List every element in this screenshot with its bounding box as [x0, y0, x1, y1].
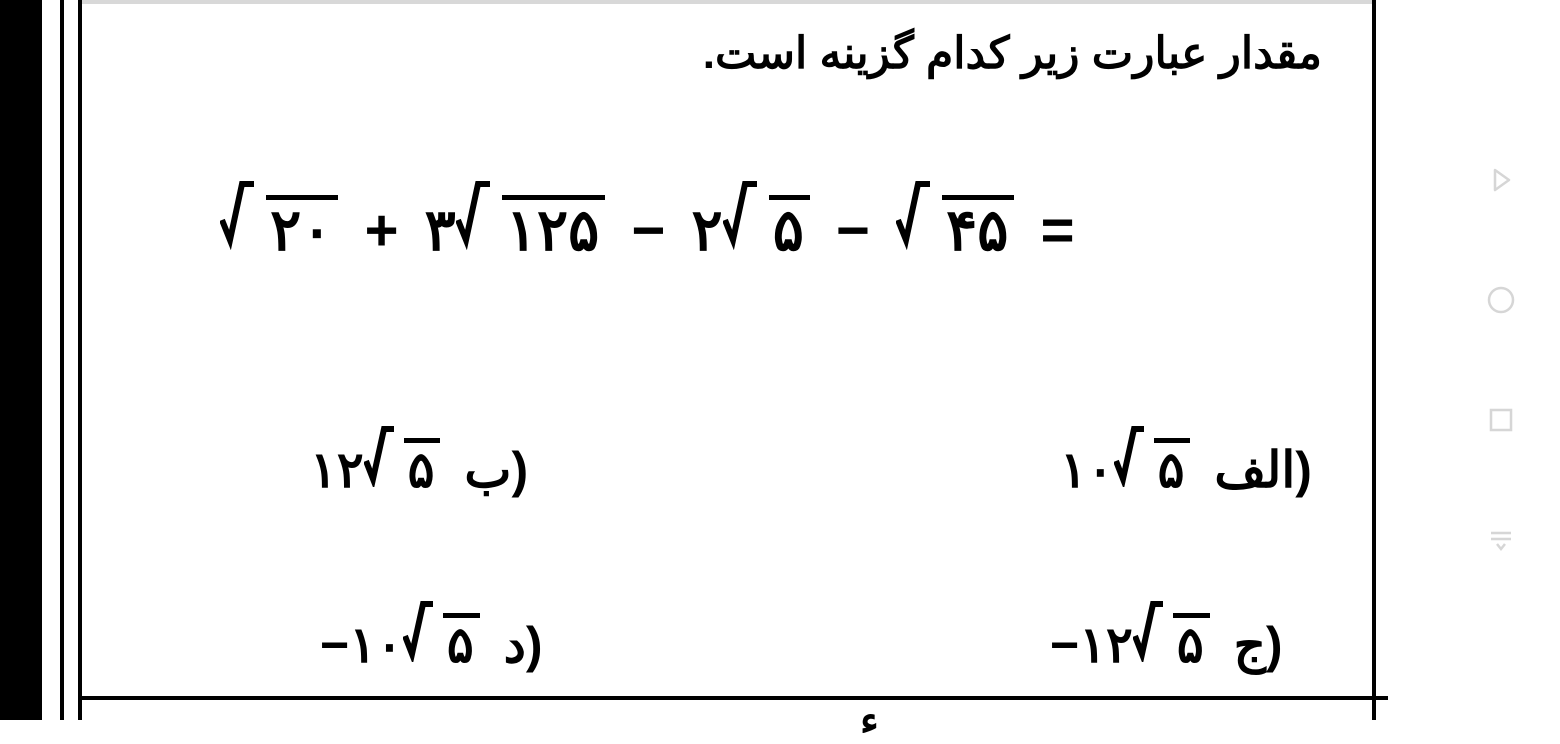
system-nav-rail — [1442, 0, 1560, 720]
option-dal[interactable]: −۱۰ ۵ د) — [320, 600, 543, 674]
opt-neg: − — [1050, 617, 1079, 673]
option-jim[interactable]: −۱۲ ۵ ج) — [1050, 600, 1283, 674]
next-content-peek: ء — [860, 698, 879, 744]
radicand: ۵ — [1173, 613, 1210, 670]
op-minus-1: − — [631, 198, 665, 263]
op-equals: = — [1041, 198, 1075, 263]
bottom-border-line — [78, 696, 1388, 700]
coef-2: ۲ — [691, 198, 722, 263]
opt-letter: ب) — [464, 442, 528, 498]
sqrt-45: ۴۵ — [896, 180, 1014, 264]
coef-3: ۳ — [425, 198, 456, 263]
expand-icon[interactable] — [1484, 523, 1518, 557]
sqrt-20: ۲۰ — [220, 180, 338, 264]
opt-letter: ج) — [1234, 617, 1283, 673]
radicand: ۵ — [404, 438, 441, 495]
option-be[interactable]: ۱۲ ۵ ب) — [310, 425, 528, 499]
radicand: ۴۵ — [942, 195, 1014, 260]
back-icon[interactable] — [1484, 163, 1518, 197]
inner-vertical-line — [60, 0, 64, 720]
opt-sqrt: ۵ — [364, 425, 441, 499]
recent-icon[interactable] — [1484, 403, 1518, 437]
opt-letter: د) — [504, 617, 543, 673]
opt-coef: ۱۰ — [349, 617, 403, 673]
question-prompt: مقدار عبارت زیر کدام گزینه است. — [78, 28, 1350, 79]
opt-sqrt: ۵ — [1114, 425, 1191, 499]
radicand: ۵ — [443, 613, 480, 670]
radicand: ۵ — [1154, 438, 1191, 495]
radicand: ۵ — [769, 195, 810, 260]
op-plus: + — [365, 198, 399, 263]
opt-letter: الف) — [1214, 442, 1312, 498]
sqrt-125: ۱۲۵ — [456, 180, 606, 264]
opt-sqrt: ۵ — [1133, 600, 1210, 674]
home-icon[interactable] — [1484, 283, 1518, 317]
opt-coef: ۱۰ — [1060, 442, 1114, 498]
sqrt-5: ۵ — [723, 180, 810, 264]
radicand: ۲۰ — [266, 195, 338, 260]
opt-coef: ۱۲ — [310, 442, 364, 498]
option-alef[interactable]: ۱۰ ۵ الف) — [1060, 425, 1312, 499]
opt-neg: − — [320, 617, 349, 673]
radicand: ۱۲۵ — [502, 195, 605, 260]
math-expression: ۲۰ + ۳ ۱۲۵ − ۲ ۵ − ۴۵ = — [220, 180, 1084, 264]
opt-sqrt: ۵ — [403, 600, 480, 674]
left-black-strip — [0, 0, 42, 720]
op-minus-2: − — [836, 198, 870, 263]
opt-coef: ۱۲ — [1079, 617, 1133, 673]
